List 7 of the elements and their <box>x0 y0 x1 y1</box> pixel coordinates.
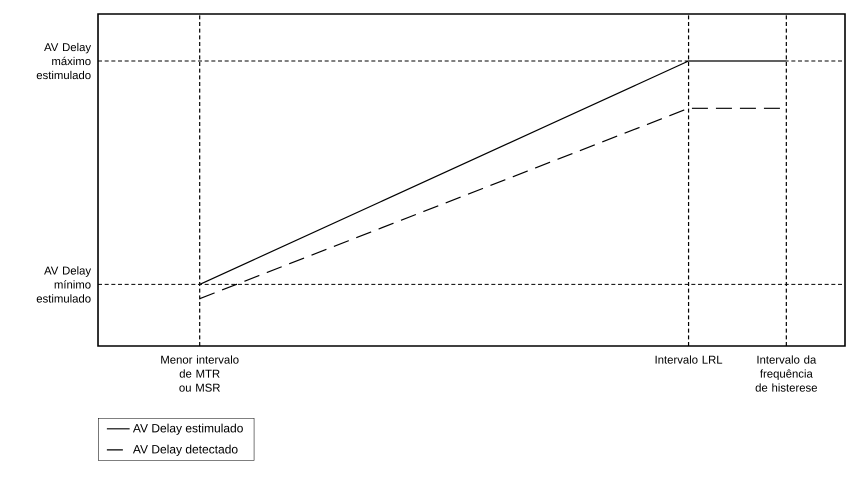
x-tick-label: Intervalo LRL <box>656 355 722 364</box>
ref-line-label: AV Delay máximo estimulado <box>36 42 92 80</box>
legend-label: AV Delay estimulado <box>132 424 243 435</box>
ref-line-label: AV Delay mínimo estimulado <box>36 266 92 303</box>
x-tick-label: Menor intervalo de MTR ou MSR <box>161 355 239 392</box>
x-tick-label: Intervalo da frequência de histerese <box>756 355 817 392</box>
legend-label: AV Delay detectado <box>132 444 238 456</box>
